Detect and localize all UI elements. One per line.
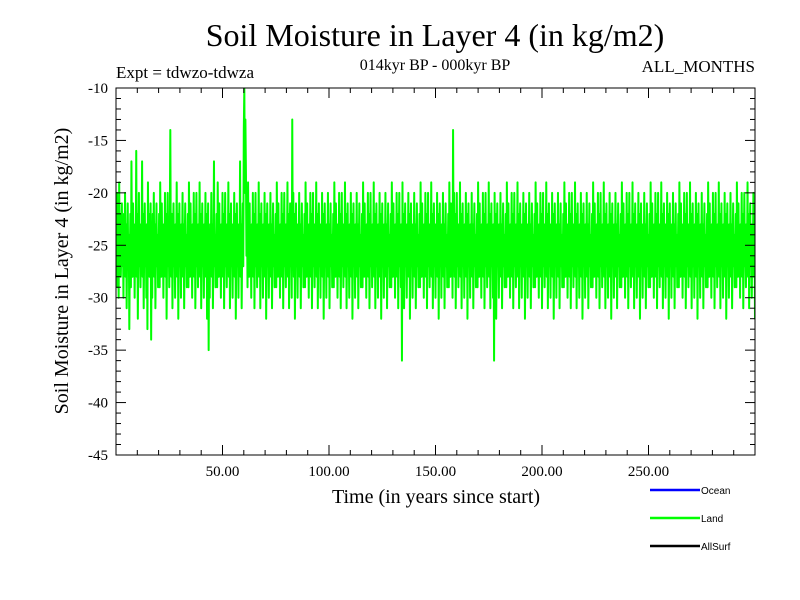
- plot-area: 50.00 100.00 150.00 200.00 250.00 -10-15-20-…: [88, 81, 756, 480]
- series-land-line: [116, 88, 755, 362]
- x-axis-ticks: 50.00 100.00 150.00 200.00 250.00: [136, 88, 735, 480]
- legend-item-ocean: Ocean: [650, 486, 730, 497]
- legend-label-allsurf: AllSurf: [701, 542, 731, 553]
- legend-item-allsurf: AllSurf: [650, 542, 731, 553]
- y-tick-label: -40: [88, 396, 108, 412]
- x-tick-label: 250.00: [628, 464, 669, 480]
- y-axis-label: Soil Moisture in Layer 4 (in kg/m2): [51, 128, 73, 415]
- y-axis-ticks: -10 -15 -20 -25 -30 -35 -40 -45: [88, 81, 755, 464]
- experiment-label: Expt = tdwzo-tdwza: [116, 63, 254, 82]
- y-tick-label: -30: [88, 291, 108, 307]
- chart-subtitle: 014kyr BP - 000kyr BP: [360, 57, 511, 74]
- x-tick-label: 100.00: [308, 464, 349, 480]
- legend: Ocean Land AllSurf: [650, 486, 731, 553]
- chart-title: Soil Moisture in Layer 4 (in kg/m2): [206, 17, 665, 53]
- y-tick-label: -25: [88, 238, 108, 254]
- x-tick-label: 50.00: [206, 464, 240, 480]
- legend-item-land: Land: [650, 514, 723, 525]
- x-axis-label: Time (in years since start): [332, 486, 540, 508]
- y-tick-label: -15: [88, 133, 108, 149]
- y-tick-label: -35: [88, 343, 108, 359]
- months-label: ALL_MONTHS: [642, 57, 755, 76]
- y-tick-label: -10: [88, 81, 108, 97]
- x-tick-label: 200.00: [521, 464, 562, 480]
- x-tick-label: 150.00: [415, 464, 456, 480]
- y-tick-label: -45: [88, 448, 108, 464]
- y-tick-label: -20: [88, 186, 108, 202]
- legend-label-ocean: Ocean: [701, 486, 730, 497]
- legend-label-land: Land: [701, 514, 723, 525]
